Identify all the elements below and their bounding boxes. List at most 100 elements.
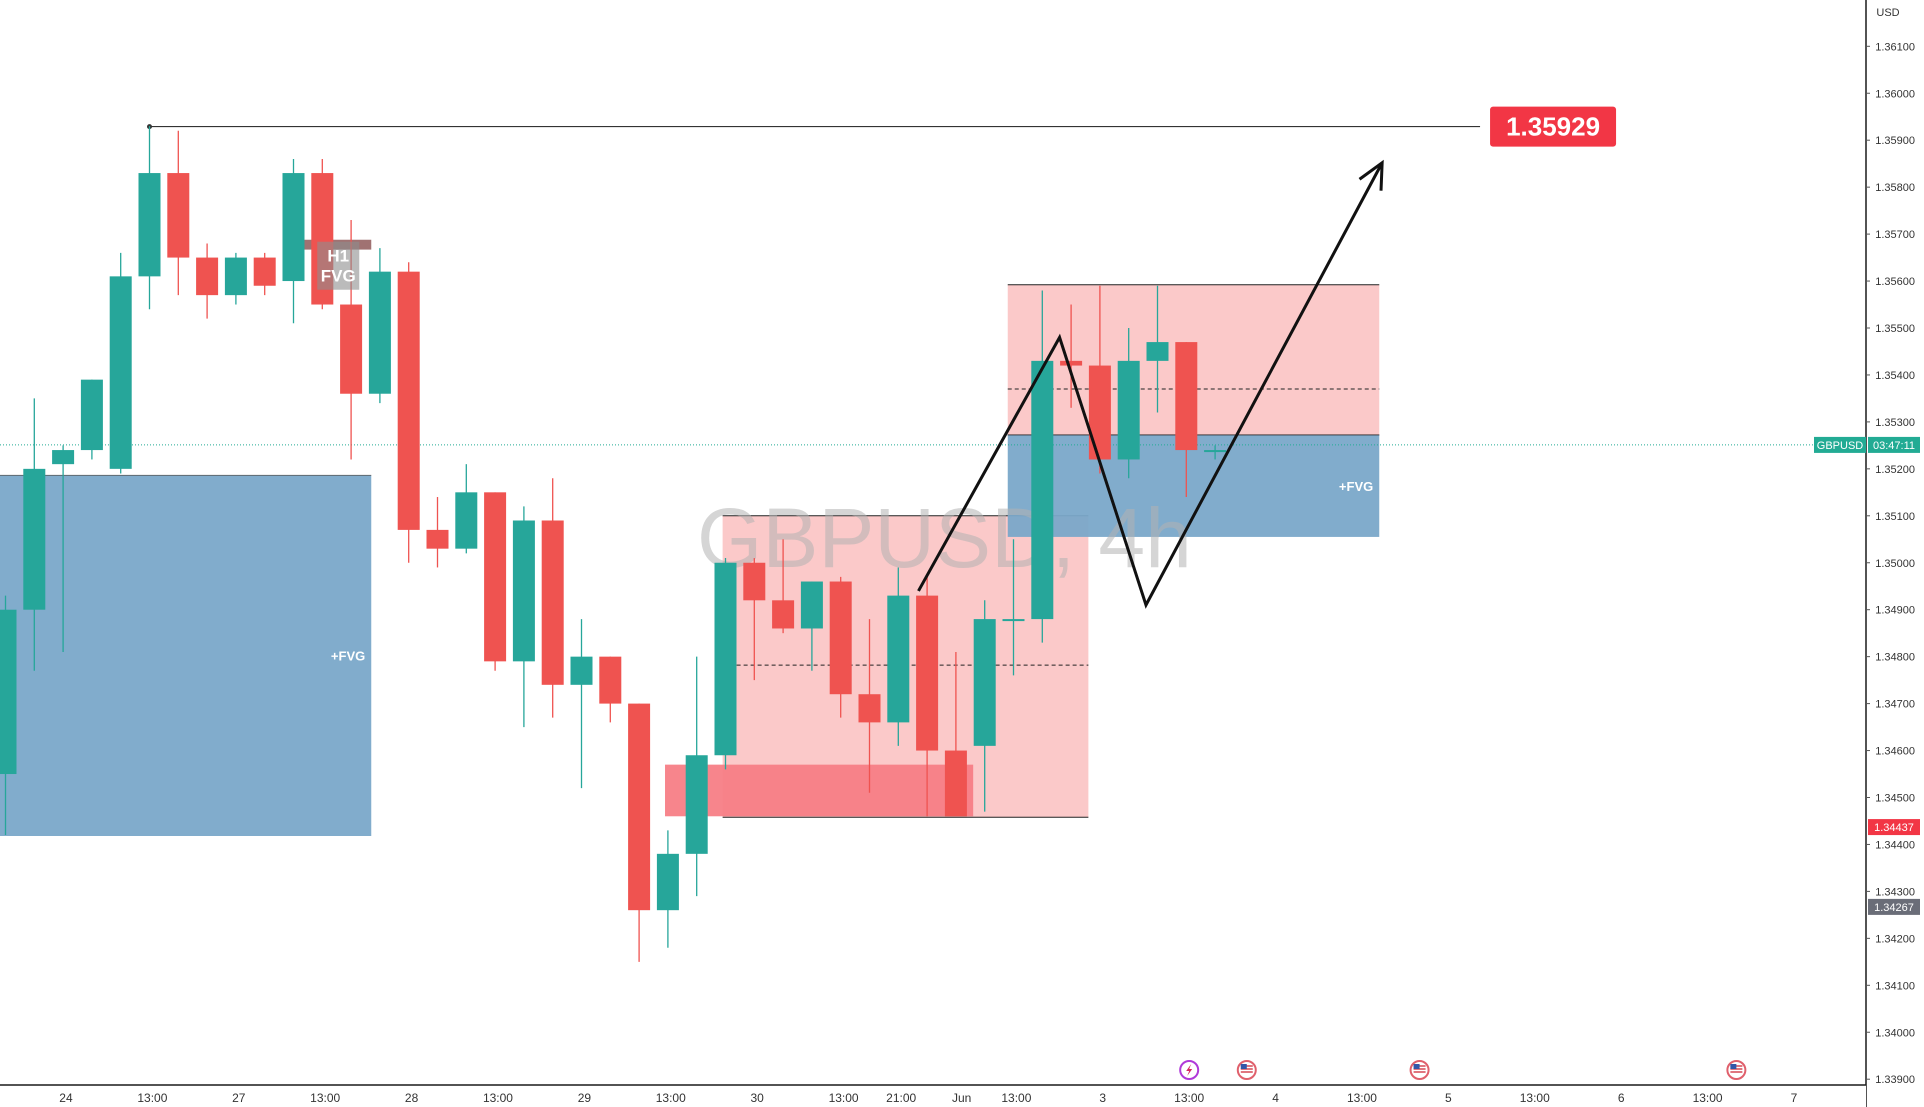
candle-body (397, 271, 420, 530)
candle[interactable] (23, 398, 46, 671)
projection-arrowhead (1358, 159, 1384, 191)
candle[interactable] (1060, 304, 1083, 408)
candle-body (1060, 360, 1083, 366)
candle[interactable] (224, 252, 247, 305)
candle-body (52, 450, 75, 465)
x-tick-label: 21:00 (886, 1091, 916, 1105)
candle-body (455, 492, 478, 549)
candle-body (0, 609, 17, 775)
price-axis-bg (1866, 0, 1924, 1107)
x-tick-label: 7 (1791, 1091, 1798, 1105)
candle-body (138, 173, 161, 277)
x-tick-label: 13:00 (310, 1091, 340, 1105)
y-tick-label: 1.34100 (1875, 980, 1915, 992)
candle[interactable] (685, 656, 708, 897)
candle[interactable] (772, 539, 795, 634)
flag-us-icon[interactable] (1409, 1060, 1430, 1080)
y-tick-label: 1.34300 (1875, 886, 1915, 898)
countdown-tag (1868, 436, 1920, 453)
candle-body (944, 750, 967, 817)
candle[interactable] (282, 158, 305, 324)
candle[interactable] (253, 252, 276, 296)
candle[interactable] (599, 656, 622, 723)
candle-body (743, 562, 766, 601)
candle[interactable] (512, 506, 535, 728)
candle-body (426, 529, 449, 549)
candle-body (282, 173, 305, 282)
flag-canton (1240, 1064, 1247, 1069)
candle[interactable] (167, 130, 190, 296)
lightning-icon[interactable] (1179, 1060, 1200, 1080)
candle-body (772, 600, 795, 629)
candle-body (800, 581, 823, 629)
candle[interactable] (397, 262, 420, 563)
candle[interactable] (52, 445, 75, 652)
candle-body (340, 304, 363, 394)
flag-ring (1236, 1060, 1257, 1080)
candle[interactable] (1146, 285, 1169, 413)
candle[interactable] (1175, 342, 1198, 498)
candle-body (1204, 450, 1227, 453)
candle[interactable] (656, 830, 679, 948)
candle[interactable] (887, 567, 910, 746)
candle[interactable] (0, 595, 17, 836)
y-tick-label: 1.34000 (1875, 1027, 1915, 1039)
candle-body (167, 173, 190, 258)
candle[interactable] (196, 243, 219, 319)
candle[interactable] (858, 619, 881, 793)
y-tick-label: 1.35900 (1875, 135, 1915, 147)
candle[interactable] (1031, 290, 1054, 643)
candle[interactable] (916, 576, 939, 817)
candle[interactable] (1117, 328, 1140, 479)
y-tick-label: 1.35400 (1875, 370, 1915, 382)
candle[interactable] (628, 703, 651, 962)
candle-body (916, 595, 939, 751)
candle-body (685, 755, 708, 854)
x-tick-label: 13:00 (829, 1091, 859, 1105)
candle[interactable] (1088, 285, 1111, 474)
candle[interactable] (743, 558, 766, 681)
candle[interactable] (109, 252, 132, 474)
candle[interactable] (138, 126, 161, 310)
target-price-label: 1.35929 (1506, 112, 1600, 142)
candle-body (829, 581, 852, 695)
candle[interactable] (1204, 445, 1227, 460)
fvg-label: +FVG (1339, 479, 1373, 494)
candle[interactable] (570, 619, 593, 789)
candle-body (1088, 365, 1111, 460)
candle-body (253, 257, 276, 286)
candle[interactable] (426, 497, 449, 568)
candle[interactable] (714, 558, 737, 770)
candle[interactable] (829, 576, 852, 718)
flag-us-icon[interactable] (1236, 1060, 1257, 1080)
flag-ring (1409, 1060, 1430, 1080)
candle-body (858, 694, 881, 723)
candle[interactable] (1002, 539, 1025, 676)
flag-us-icon[interactable] (1726, 1060, 1747, 1080)
candle-body (512, 520, 535, 662)
candle[interactable] (973, 600, 996, 812)
y-tick-label: 1.34500 (1875, 793, 1915, 805)
candle[interactable] (80, 379, 103, 460)
candle-body (196, 257, 219, 296)
price-tag-label: 1.34437 (1874, 822, 1914, 834)
candle[interactable] (541, 478, 564, 718)
symbol-tag (1814, 436, 1866, 453)
candles-layer[interactable] (0, 126, 1227, 962)
candle-body (656, 853, 679, 911)
y-tick-label: 1.36100 (1875, 41, 1915, 53)
candle-body (1002, 619, 1025, 622)
zone-box-red-dark (665, 764, 974, 817)
candle[interactable] (484, 492, 507, 671)
zone-fvg-blue (1007, 435, 1380, 537)
y-tick-label: 1.35500 (1875, 323, 1915, 335)
candle[interactable] (800, 581, 823, 671)
candle[interactable] (944, 651, 967, 817)
candle[interactable] (455, 464, 478, 554)
target-price-badge[interactable] (1490, 106, 1617, 147)
candle-body (628, 703, 651, 911)
candle[interactable] (368, 248, 391, 404)
